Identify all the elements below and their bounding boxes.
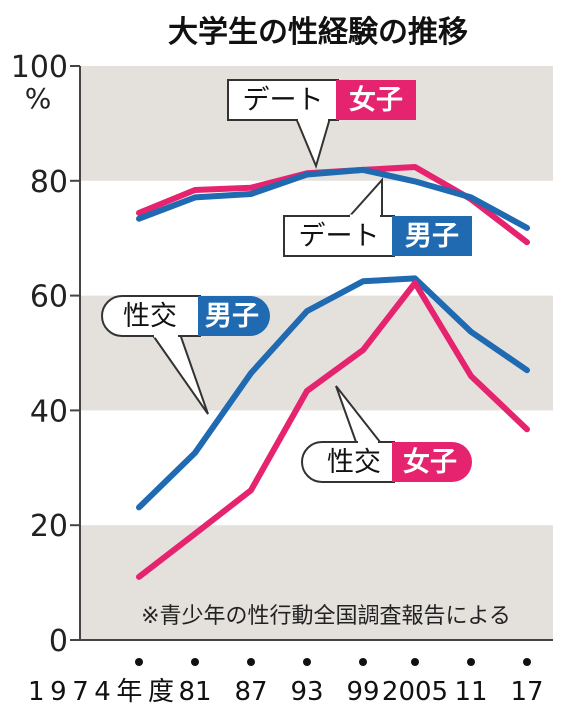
label-sex-female: 性交 女子 [301,385,472,483]
label-group-box [198,296,270,336]
x-tick-label: 93 [290,677,323,707]
y-tick-label: 0 [49,624,68,659]
label-tag-text: 性交 [123,301,177,332]
label-group-box [392,442,472,482]
data-point [306,389,308,392]
grid-band [80,525,553,640]
label-tag-text: デート [243,85,324,116]
label-tag-box [101,295,201,337]
data-point [138,217,140,220]
data-point [526,369,528,372]
series-line-sex-male [136,275,530,511]
label-group-text: 男子 [405,221,459,252]
data-point [362,280,364,283]
data-point [414,180,416,183]
y-tick-label: 20 [30,509,68,544]
x-tick-label: 1974年度 [28,677,174,707]
data-point [194,189,196,191]
label-tag-box [301,441,395,483]
x-tick-label: 81 [178,677,211,707]
x-tick-dot [467,658,475,666]
pointer [295,117,331,169]
data-point [138,506,140,509]
label-group-box [336,80,416,120]
x-tick-dot [191,658,199,666]
label-tag-text: デート [299,221,380,252]
label-tag-text: 性交 [327,447,381,478]
data-point [470,375,472,377]
label-group-box [392,216,472,256]
x-tick-dot [247,658,255,666]
pointer [335,385,381,443]
label-group-text: 男子 [205,301,259,332]
label-group-text: 女子 [349,84,403,116]
y-tick-label: 60 [30,280,68,315]
x-tick-label: 17 [510,677,543,707]
data-point [362,349,364,352]
y-unit-label: % [25,82,52,115]
x-tick-dot [135,658,143,666]
data-point [306,173,308,176]
data-point [194,532,196,535]
x-tick-label: 99 [346,677,379,707]
data-point [138,211,140,214]
series-line-sex-female [136,280,530,580]
label-date-female: デート 女子 [227,79,416,169]
x-tick-dot [359,658,367,666]
x-tick-label: 87 [234,677,267,707]
data-point [306,310,308,313]
chart-title: 大学生の性経験の推移 [168,15,468,50]
source-note: ※青少年の性行動全国調査報告による [141,604,511,629]
data-point [414,277,416,280]
label-sex-male: 性交 男子 [101,295,270,415]
x-tick-label: 11 [454,677,487,707]
pointer [347,177,383,219]
data-point [138,575,140,578]
y-tick-label: 80 [30,165,68,200]
y-tick-label: 40 [30,394,68,429]
data-point [250,489,252,492]
data-point [194,451,196,454]
data-point [414,166,416,168]
pointer [151,333,209,415]
data-point [194,196,196,199]
label-date-male: デート 男子 [283,177,472,257]
x-tick-dot [523,658,531,666]
x-tick-dot [303,658,311,666]
data-point [362,168,364,171]
data-point [526,226,528,229]
x-tick-label: 2005 [382,677,448,707]
data-point [526,428,528,431]
data-point [470,196,472,199]
x-tick-dot [411,658,419,666]
data-point [250,372,252,375]
data-point [470,330,472,333]
y-tick-label: 100 [11,50,68,85]
label-group-text: 女子 [403,446,457,478]
label-tag-box [283,215,395,257]
data-point [250,193,252,195]
series-line-date-male [136,166,530,231]
data-point [250,186,252,189]
data-point [414,282,416,284]
data-point [526,241,528,244]
label-tag-box [227,79,339,121]
